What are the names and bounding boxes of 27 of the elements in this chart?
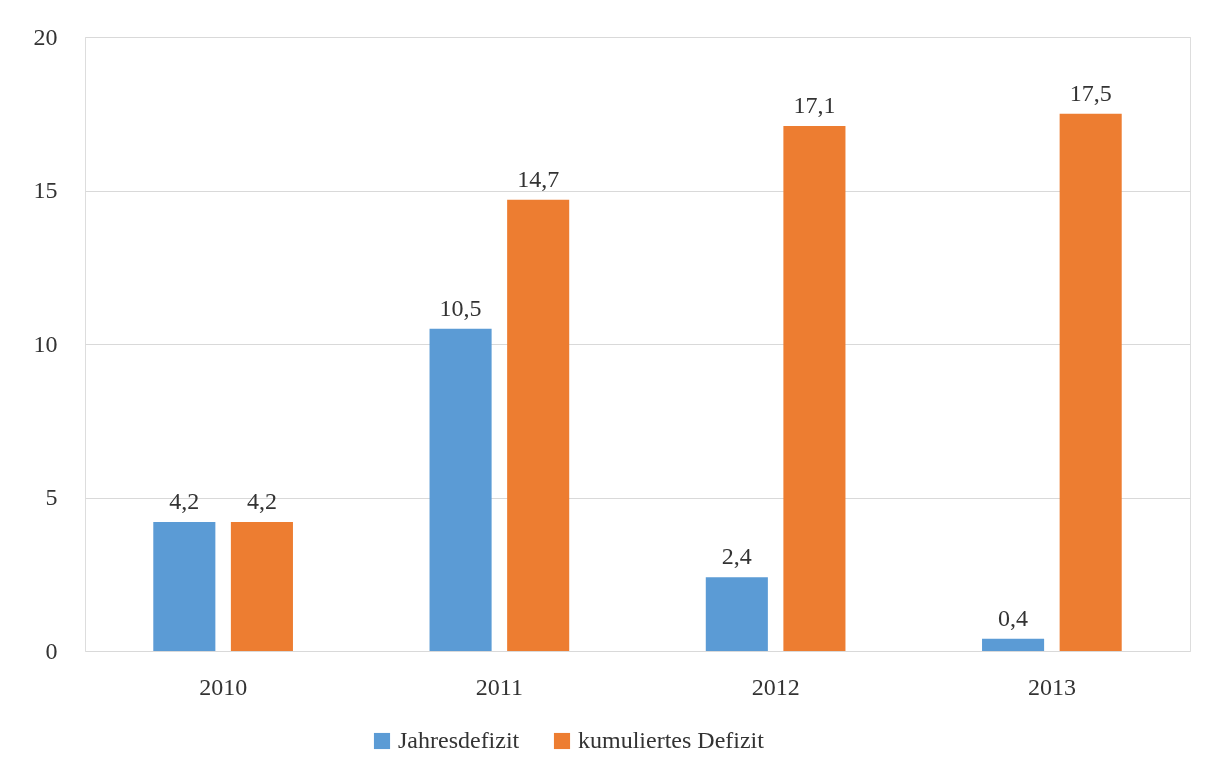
- data-label: 4,2: [246, 488, 277, 515]
- data-label: 4,2: [169, 488, 200, 515]
- data-label: 14,7: [517, 165, 560, 192]
- bar: [705, 577, 768, 651]
- legend-label: Jahresdefizit: [398, 727, 520, 753]
- y-tick-label: 10: [33, 330, 58, 357]
- y-tick-label: 20: [33, 23, 58, 50]
- y-tick-label: 15: [33, 177, 58, 203]
- bar: [507, 199, 570, 651]
- data-label: 10,5: [439, 294, 482, 321]
- x-tick-label: 2011: [475, 673, 523, 700]
- x-tick-label: 2013: [1027, 673, 1076, 700]
- bar: [982, 638, 1045, 651]
- bar: [429, 328, 492, 651]
- bar: [783, 126, 846, 651]
- bar: [1059, 113, 1122, 651]
- y-tick-label: 5: [45, 484, 58, 510]
- x-tick-label: 2012: [751, 673, 800, 700]
- data-label: 17,1: [793, 92, 836, 119]
- bar: [230, 522, 293, 651]
- data-label: 17,5: [1069, 79, 1112, 106]
- data-label: 2,4: [721, 543, 752, 570]
- data-label: 0,4: [998, 604, 1029, 631]
- legend-label: kumuliertes Defizit: [578, 727, 765, 753]
- y-tick-label: 0: [45, 637, 58, 664]
- x-tick-label: 2010: [199, 673, 248, 700]
- bar: [153, 522, 216, 651]
